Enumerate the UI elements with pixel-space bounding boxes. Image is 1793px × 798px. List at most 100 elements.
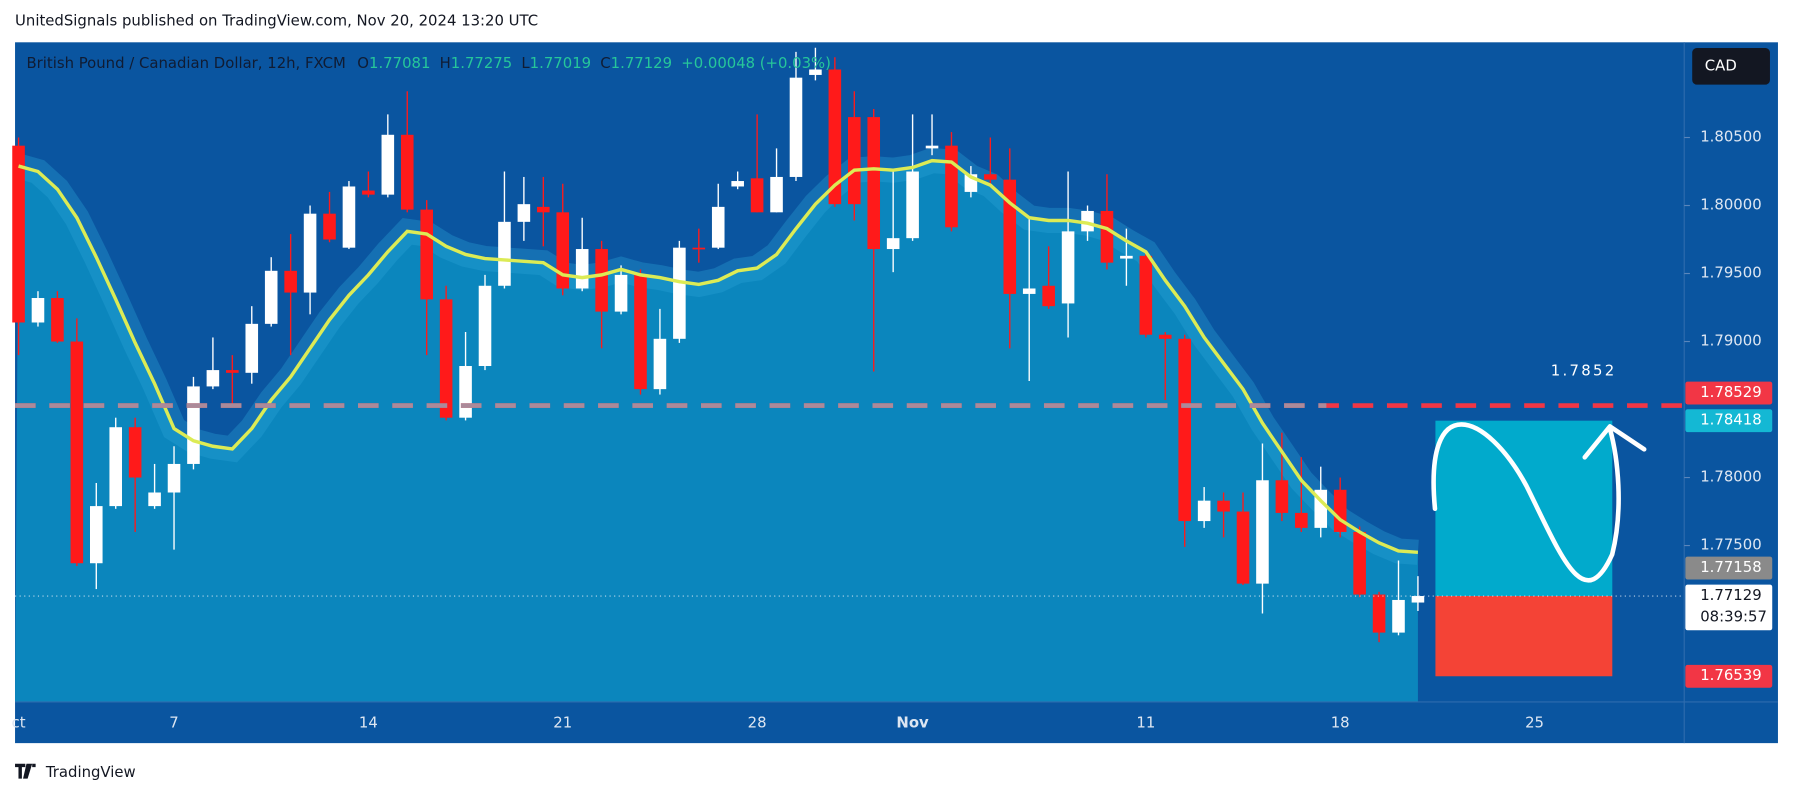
legend-text: 1.77081: [369, 54, 430, 72]
candle-body: [673, 247, 686, 339]
candle-body: [400, 134, 414, 210]
x-tick-label: 14: [359, 714, 378, 732]
legend-text: L: [521, 54, 530, 72]
price-label: 1.77158: [1700, 558, 1761, 576]
candle-body: [148, 492, 161, 507]
x-tick-label: 18: [1331, 714, 1350, 732]
candle-body: [1353, 531, 1366, 595]
candle-body: [381, 134, 395, 195]
y-tick-label: 1.79000: [1700, 332, 1761, 350]
x-tick-label: 7: [169, 714, 178, 732]
candle-body: [284, 270, 297, 293]
candle-body: [303, 213, 317, 293]
candle-body: [556, 212, 570, 289]
price-label-box: [1685, 556, 1773, 580]
x-tick-label: 11: [1136, 714, 1155, 732]
legend-text: (+0.03%): [760, 54, 831, 72]
legend-text: British Pound / Canadian Dollar, 12h, FX…: [26, 54, 345, 72]
candle-body: [420, 209, 433, 300]
candle-body: [226, 370, 239, 373]
y-tick-label: 1.79500: [1700, 264, 1761, 282]
candle-body: [498, 221, 511, 286]
candle-body: [1236, 511, 1250, 584]
candle-body: [1217, 500, 1230, 512]
price-label: 1.78529: [1700, 383, 1761, 401]
drawing-curve: [1431, 422, 1621, 583]
candle-body: [439, 299, 453, 418]
candle-body: [128, 427, 142, 478]
candle-body: [789, 77, 803, 177]
candle-body: [51, 298, 64, 342]
candle-body: [362, 190, 375, 195]
candle-body: [1139, 255, 1153, 335]
candle-body: [12, 145, 25, 323]
candle-body: [770, 176, 783, 213]
countdown: 08:39:57: [1700, 608, 1767, 626]
footer: TradingView: [45, 763, 136, 781]
candle-body: [595, 249, 608, 312]
candle-body: [692, 247, 706, 250]
candle-body: [167, 463, 181, 493]
candle-body: [1275, 480, 1289, 513]
candle-body: [867, 117, 881, 250]
candle-body: [614, 274, 628, 312]
currency: CAD: [1705, 56, 1737, 74]
candle-body: [984, 174, 997, 180]
candle-body: [1411, 596, 1425, 603]
candle-body: [459, 366, 472, 418]
candle-body: [945, 145, 958, 228]
candle-body: [264, 270, 278, 324]
candle-body: [1392, 599, 1405, 633]
ma-line: [18, 158, 1419, 555]
candle-body: [848, 117, 861, 205]
candle-body: [245, 323, 259, 373]
price-label: 1.76539: [1700, 666, 1761, 684]
candle-body: [478, 285, 492, 367]
price-label-box: [1685, 381, 1773, 405]
price-label-box: [1685, 664, 1773, 688]
currency-box: [1692, 48, 1770, 85]
candle-body: [925, 145, 939, 149]
x-tick-label: Nov: [896, 714, 929, 732]
candle-body: [70, 341, 84, 564]
candle-body: [906, 171, 919, 239]
candle-body: [206, 370, 220, 387]
candle-body: [323, 213, 336, 240]
y-tick-label: 1.78000: [1700, 468, 1761, 486]
candle-body: [89, 506, 103, 564]
candle-body: [1061, 231, 1075, 304]
candle-body: [109, 427, 123, 507]
legend-text: +0.00048: [681, 54, 755, 72]
price-label: 1.78418: [1700, 411, 1761, 429]
candle-body: [187, 386, 200, 464]
candle-body: [1003, 179, 1017, 294]
legend-text: 1.77275: [451, 54, 512, 72]
drawing-arrow: [1582, 424, 1647, 460]
candle-body: [575, 249, 589, 289]
candle-body: [634, 274, 647, 390]
annotation: 1.7852: [1551, 362, 1617, 380]
position-stop: [1435, 596, 1613, 677]
candle-body: [1100, 210, 1114, 263]
candle-body: [1295, 512, 1308, 528]
candle-body: [809, 69, 822, 75]
candle-body: [1256, 480, 1269, 584]
legend-text: C: [600, 54, 610, 72]
candle-body: [342, 186, 356, 248]
y-tick-label: 1.77500: [1700, 536, 1761, 554]
candle-body: [828, 69, 842, 205]
candle-body: [1197, 500, 1211, 522]
x-tick-label: 25: [1525, 714, 1544, 732]
legend-text: O: [357, 54, 369, 72]
candle-body: [1333, 489, 1347, 532]
candle-body: [653, 338, 667, 390]
y-tick-label: 1.80500: [1700, 128, 1761, 146]
logo: [15, 763, 36, 779]
candle-body: [1042, 285, 1055, 307]
candle-body: [1372, 594, 1386, 633]
x-tick-label: 28: [748, 714, 767, 732]
candle-body: [31, 298, 45, 323]
price-label-box: [1685, 584, 1773, 631]
candle-body: [1158, 334, 1172, 339]
